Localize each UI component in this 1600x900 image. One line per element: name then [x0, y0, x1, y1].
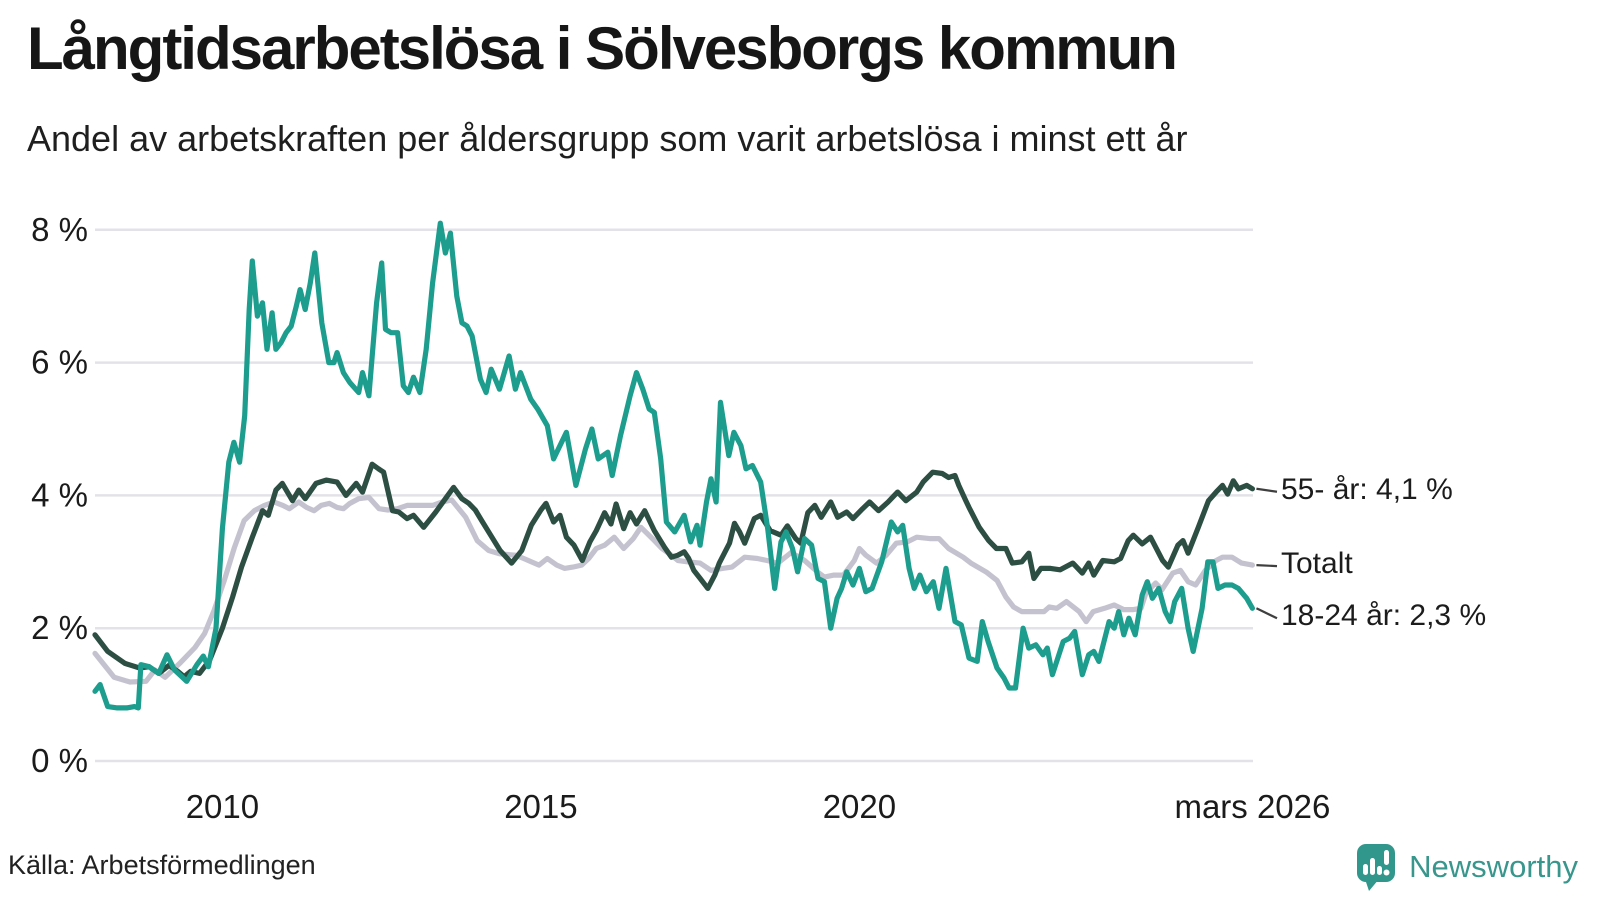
- svg-text:4 %: 4 %: [31, 476, 88, 513]
- svg-text:8 %: 8 %: [31, 211, 88, 248]
- svg-text:2015: 2015: [504, 788, 577, 825]
- svg-text:2020: 2020: [823, 788, 896, 825]
- chart-subtitle: Andel av arbetskraften per åldersgrupp s…: [27, 118, 1188, 159]
- svg-text:2010: 2010: [186, 788, 259, 825]
- svg-text:6 %: 6 %: [31, 344, 88, 381]
- brand-logo: Newsworthy: [1355, 842, 1578, 892]
- svg-text:2 %: 2 %: [31, 609, 88, 646]
- newsworthy-bar-chart-bubble-icon: [1357, 844, 1396, 891]
- series-end-label-totalt: Totalt: [1281, 547, 1353, 581]
- svg-text:mars 2026: mars 2026: [1174, 788, 1330, 825]
- source-note: Källa: Arbetsförmedlingen: [8, 850, 316, 880]
- svg-text:0 %: 0 %: [31, 742, 88, 779]
- brand-name: Newsworthy: [1409, 849, 1578, 884]
- series-end-label-18-24: 18-24 år: 2,3 %: [1281, 599, 1487, 633]
- page-title: Långtidsarbetslösa i Sölvesborgs kommun: [27, 15, 1178, 82]
- series-end-label-55: 55- år: 4,1 %: [1281, 472, 1453, 506]
